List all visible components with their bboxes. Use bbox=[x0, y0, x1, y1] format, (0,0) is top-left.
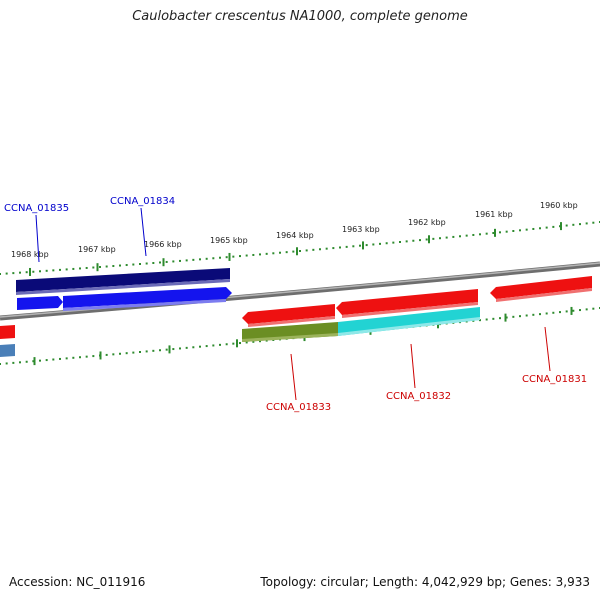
gene-ccna-01835-bar[interactable] bbox=[16, 268, 230, 292]
scale-label-1960: 1960 kbp bbox=[540, 201, 578, 210]
gene-label-ccna-01832[interactable]: CCNA_01832 bbox=[386, 391, 451, 402]
gene-ccna-01834-arrow-shadow bbox=[63, 299, 226, 311]
scale-label-1968: 1968 kbp bbox=[11, 250, 49, 259]
gene-left-steel-fragment[interactable] bbox=[0, 344, 15, 357]
gene-label-ccna-01833[interactable]: CCNA_01833 bbox=[266, 402, 331, 413]
gene-arrow-blue-1[interactable] bbox=[17, 296, 63, 310]
leader-ccna-01833 bbox=[290, 353, 297, 401]
leader-ccna-01835 bbox=[35, 214, 40, 263]
gene-label-ccna-01835[interactable]: CCNA_01835 bbox=[4, 203, 69, 214]
accession-text: Accession: NC_011916 bbox=[9, 575, 146, 589]
gene-reverse-arrow-2[interactable] bbox=[336, 289, 478, 315]
leader-ccna-01832 bbox=[410, 343, 416, 389]
genome-backbone bbox=[0, 261, 600, 321]
gene-label-ccna-01831[interactable]: CCNA_01831 bbox=[522, 374, 587, 385]
gene-reverse-arrow-2-shadow bbox=[342, 302, 478, 318]
leader-ccna-01834 bbox=[140, 207, 147, 257]
scale-label-1966: 1966 kbp bbox=[144, 240, 182, 249]
gene-ccna-01834-arrow[interactable] bbox=[63, 287, 232, 308]
scale-label-1967: 1967 kbp bbox=[78, 245, 116, 254]
gene-ccna-01832-bar-shadow bbox=[338, 317, 480, 336]
leader-ccna-01831 bbox=[544, 326, 551, 372]
scale-label-1964: 1964 kbp bbox=[276, 231, 314, 240]
scale-label-1962: 1962 kbp bbox=[408, 218, 446, 227]
gene-ccna-01832-bar[interactable] bbox=[338, 307, 480, 336]
gene-ccna-01835-bar-shadow bbox=[16, 279, 230, 295]
map-title: Caulobacter crescentus NA1000, complete … bbox=[132, 9, 468, 24]
genome-summary-text: Topology: circular; Length: 4,042,929 bp… bbox=[260, 575, 590, 589]
gene-left-red-fragment[interactable] bbox=[0, 325, 15, 339]
upper-scale bbox=[0, 221, 600, 276]
gene-ccna-01831-arrow[interactable] bbox=[490, 276, 592, 299]
gene-reverse-arrow-1-shadow bbox=[248, 316, 335, 327]
scale-label-1963: 1963 kbp bbox=[342, 225, 380, 234]
gene-label-ccna-01834[interactable]: CCNA_01834 bbox=[110, 196, 175, 207]
gene-ccna-01833-bar-shadow bbox=[242, 333, 338, 342]
scale-label-1965: 1965 kbp bbox=[210, 236, 248, 245]
genome-backbone-highlight bbox=[0, 262, 600, 318]
gene-ccna-01831-arrow-shadow bbox=[496, 288, 592, 302]
gene-reverse-arrow-1[interactable] bbox=[242, 304, 335, 324]
scale-label-1961: 1961 kbp bbox=[475, 210, 513, 219]
